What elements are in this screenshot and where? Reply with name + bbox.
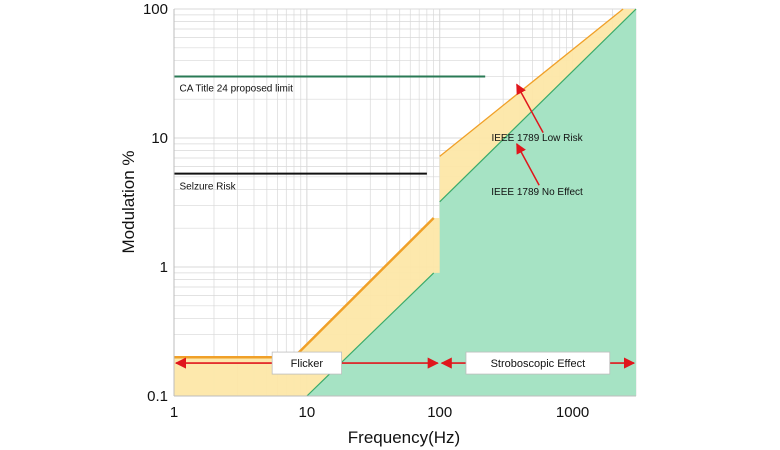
callout-arrow: [516, 83, 544, 134]
series-line-ieee-1789-no-effect: [306, 272, 435, 397]
x-tick-label: 1: [170, 404, 178, 421]
y-axis-label: Modulation %: [119, 150, 138, 253]
y-tick-label: 100: [143, 1, 168, 18]
annotation-label: IEEE 1789 Low Risk: [491, 133, 583, 144]
x-tick-label: 100: [427, 404, 452, 421]
series-layer: [174, 8, 637, 397]
y-tick-label: 1: [160, 259, 168, 276]
series-line-ieee-1789-low-risk: [439, 8, 624, 157]
annotation-label: CA Title 24 proposed limit: [179, 83, 293, 94]
range-label-box: [465, 351, 611, 375]
y-tick-label: 0.1: [147, 388, 168, 405]
annotation-label: Selzure Risk: [179, 181, 236, 192]
ieee-no-effect-region: [306, 9, 636, 396]
x-tick-label: 1000: [556, 404, 589, 421]
region-layer: [174, 9, 636, 396]
callout-arrow: [516, 142, 540, 186]
range-label: Stroboscopic Effect: [491, 358, 586, 370]
annotation-layer: CA Title 24 proposed limit Selzure Risk IE…: [174, 83, 636, 375]
annotation-label: IEEE 1789 No Effect: [491, 187, 583, 198]
x-tick-label: 10: [299, 404, 316, 421]
series-line-ieee-1789-no-effect: [439, 8, 637, 203]
range-label: Flicker: [291, 358, 324, 370]
x-axis-label: Frequency(Hz): [348, 428, 460, 447]
range-label-box: [271, 351, 342, 375]
y-tick-label: 10: [151, 130, 168, 147]
